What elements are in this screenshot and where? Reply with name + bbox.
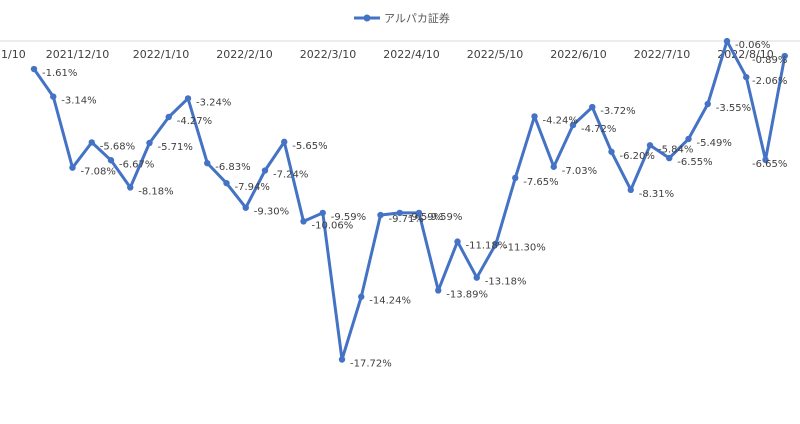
data-point [242,204,249,211]
data-point [492,240,500,247]
x-axis-tick-labels: 2021/11/10 2021/12/10 2022/1/10 2022/2/10 20… [0,48,774,61]
data-point [762,156,769,164]
data-point [589,103,596,111]
data-label: -13.89% [446,289,488,300]
data-label: -5.71% [158,142,193,153]
data-label: -9.30% [254,207,289,218]
data-label: -3.24% [196,97,231,108]
data-point [627,186,634,194]
data-point [358,293,365,300]
data-point [685,135,692,143]
data-point [127,184,134,191]
data-label: -13.18% [485,277,527,288]
data-label: -8.18% [138,186,173,197]
series-line [32,39,787,361]
data-point [107,157,115,164]
data-point [165,113,172,121]
data-label: -10.06% [312,220,354,231]
x-tick-label: 2022/4/10 [383,48,439,61]
data-label: -9.59% [331,212,366,223]
data-point [704,100,711,108]
data-label: -5.84% [658,144,693,155]
data-label: -9.59% [408,212,443,223]
data-point [69,164,76,171]
data-point [50,93,57,100]
data-point [435,287,442,294]
data-point [204,159,211,167]
legend-label: アルパカ証券 [384,11,450,25]
data-label: -7.24% [273,170,308,181]
data-label: -9.71% [389,214,424,225]
data-point [281,138,288,146]
x-tick-label: 2022/5/10 [467,48,523,61]
data-label: -3.14% [61,96,96,107]
data-point [569,121,577,129]
data-point [338,356,346,363]
data-label: -4.27% [177,116,212,127]
data-label: -6.20% [620,151,655,162]
data-label: -2.06% [752,76,787,87]
data-point [223,179,230,187]
legend-point-marker [363,14,371,22]
x-tick-label: 2021/11/10 [0,48,26,61]
x-tick-label: 2021/12/10 [46,48,109,61]
data-label: -3.55% [716,103,751,114]
data-point [30,65,38,73]
data-point [531,113,538,120]
data-label: -5.49% [697,138,732,149]
data-point [146,139,153,147]
x-tick-label: 2022/6/10 [550,48,606,61]
data-label: -7.65% [523,177,558,188]
data-label: -11.18% [466,241,508,252]
data-label: -7.08% [81,167,116,178]
data-label: -7.94% [235,182,270,193]
data-point [608,148,615,155]
data-label: -4.72% [581,124,616,135]
data-point [781,52,788,60]
data-label: -7.03% [562,166,597,177]
data-point [723,37,731,45]
data-point [743,73,750,81]
data-label-group: -1.61% -3.14% -7.08% -5.68% -6.67% -8.18% -5.7… [42,40,787,369]
data-label: -6.55% [677,157,712,168]
data-point [319,209,326,217]
data-point [646,142,654,149]
data-label: -3.72% [600,106,635,117]
data-point [666,154,673,162]
data-label: -6.67% [119,159,154,170]
data-point [396,209,403,217]
series-group [30,37,788,363]
data-label: -9.59% [427,212,462,223]
data-label: -5.68% [100,141,135,152]
data-point [261,167,269,174]
data-label: -0.06% [735,40,770,51]
data-label: -17.72% [350,358,392,369]
data-label: -4.24% [543,115,578,126]
data-label: -0.89% [752,55,787,66]
data-point [550,163,557,170]
data-point [184,95,192,102]
x-tick-label: 2022/7/10 [634,48,690,61]
data-point [377,211,384,219]
x-tick-label: 2022/3/10 [300,48,356,61]
data-point [512,174,519,182]
data-label: -6.83% [215,162,250,173]
data-label: -5.65% [292,141,327,152]
data-label: -8.31% [639,189,674,200]
data-label: -14.24% [369,296,411,307]
data-point [300,218,307,225]
data-point [415,209,423,217]
data-point [454,238,461,245]
data-point [473,274,480,281]
x-tick-label: 2022/2/10 [216,48,272,61]
data-point [88,139,95,146]
x-tick-label: 2022/1/10 [133,48,189,61]
legend: アルパカ証券 [354,11,450,25]
data-label: -1.61% [42,68,77,79]
data-label: -6.65% [752,159,787,170]
data-label: -11.30% [504,243,546,254]
